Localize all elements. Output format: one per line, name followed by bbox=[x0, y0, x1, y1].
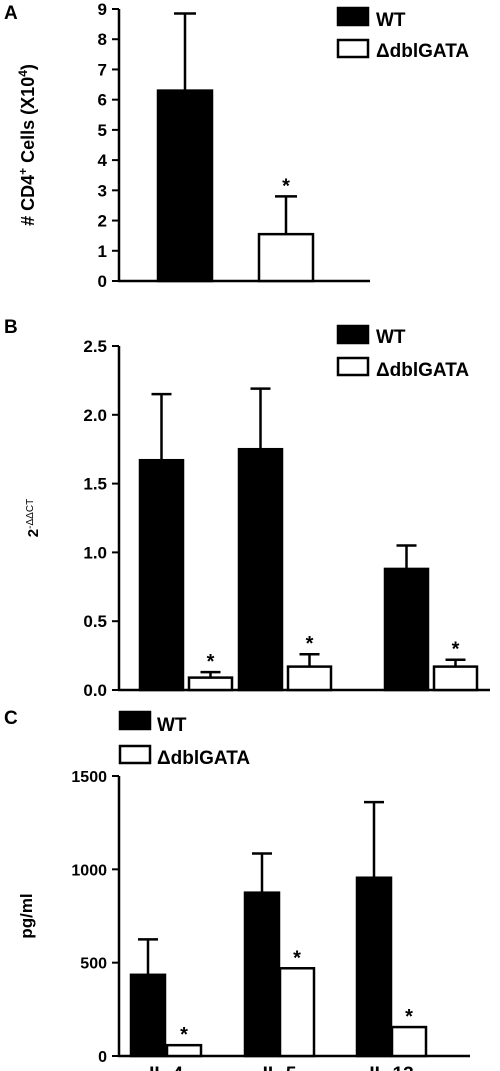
panel-a: A 0 1 2 3 4 5 6 7 8 9 # CD4+ Cells (X104) * WT ΔdblGAT… bbox=[0, 0, 500, 300]
panel-c: C 0 500 1000 1500 pg/ml * * * IL-4 IL-5 IL-13 WT Δdbl… bbox=[0, 700, 500, 1071]
y-tick-label: 1500 bbox=[71, 769, 107, 786]
legend-label-dblgata: ΔdblGATA bbox=[157, 748, 250, 769]
y-tick-label: 2 bbox=[98, 212, 107, 231]
legend-swatch-wt bbox=[336, 6, 370, 27]
y-tick-label: 1.5 bbox=[83, 475, 107, 494]
legend-label-wt: WT bbox=[376, 327, 406, 348]
bar-wt bbox=[237, 447, 284, 692]
y-tick-label: 0.0 bbox=[83, 681, 107, 700]
y-tick-label: 1000 bbox=[71, 862, 107, 879]
bar-wt bbox=[156, 89, 214, 283]
y-axis-title-part: 2 bbox=[25, 529, 42, 537]
y-axis-title-sup: -ΔΔCT bbox=[25, 499, 36, 529]
y-axis-title-part: pg/ml bbox=[17, 893, 36, 938]
legend-swatch-wt bbox=[118, 710, 152, 731]
bar-dblgata bbox=[257, 232, 315, 283]
y-axis-title-sup: + bbox=[16, 168, 30, 175]
panel-letter: B bbox=[4, 317, 18, 338]
legend-label-wt: WT bbox=[376, 10, 406, 31]
y-axis-title-part: # CD4 bbox=[18, 175, 38, 226]
y-tick-label: 2.0 bbox=[83, 406, 107, 425]
bar-dblgata bbox=[286, 665, 333, 692]
y-tick-label: 4 bbox=[98, 151, 108, 170]
chart-c: C 0 500 1000 1500 pg/ml * * * IL-4 IL-5 IL-13 WT Δdbl… bbox=[4, 708, 470, 1071]
panel-letter: A bbox=[4, 3, 18, 24]
legend-swatch-dblgata bbox=[336, 356, 370, 377]
significance-marker: * bbox=[405, 1006, 413, 1028]
y-tick-label: 6 bbox=[98, 91, 107, 110]
y-axis-title: pg/ml bbox=[17, 893, 36, 938]
x-category-label: IL-4 bbox=[149, 1064, 183, 1071]
y-tick-label: 5 bbox=[98, 121, 107, 140]
y-tick-label: 7 bbox=[98, 60, 107, 79]
bar-dblgata bbox=[278, 967, 316, 1058]
significance-marker: * bbox=[207, 651, 215, 673]
bar-dblgata bbox=[165, 1043, 203, 1058]
bar-wt bbox=[355, 876, 393, 1058]
panel-b: B0.00.51.01.52.02.52-ΔΔCT***IL4IL13IFNγW… bbox=[0, 300, 500, 700]
y-axis-title: # CD4+ Cells (X104) bbox=[16, 64, 38, 226]
significance-marker: * bbox=[293, 947, 301, 969]
y-axis-title: 2-ΔΔCT bbox=[25, 499, 43, 537]
significance-marker: * bbox=[452, 639, 460, 661]
bar-wt bbox=[383, 567, 430, 692]
bar-wt bbox=[243, 891, 281, 1058]
y-tick-label: 3 bbox=[98, 181, 107, 200]
bar-dblgata bbox=[432, 665, 479, 692]
y-axis-title-part: Cells (X10 bbox=[18, 77, 38, 168]
y-tick-label: 9 bbox=[98, 0, 107, 19]
bar-dblgata bbox=[390, 1025, 428, 1058]
significance-marker: * bbox=[180, 1024, 188, 1046]
bar-wt bbox=[129, 973, 167, 1058]
legend-swatch-dblgata bbox=[336, 38, 370, 59]
chart-b: B0.00.51.01.52.02.52-ΔΔCT***IL4IL13IFNγW… bbox=[4, 317, 490, 700]
y-axis-title-sup: 4 bbox=[16, 70, 30, 77]
y-tick-label: 1 bbox=[98, 242, 107, 261]
y-axis-title-part: ) bbox=[18, 64, 38, 70]
y-tick-label: 500 bbox=[80, 956, 107, 973]
y-tick-label: 1.0 bbox=[83, 543, 107, 562]
x-category-label: IL-13 bbox=[369, 1064, 413, 1071]
panel-letter: C bbox=[4, 708, 18, 729]
y-tick-label: 0 bbox=[98, 1049, 107, 1066]
x-category-label: IL-5 bbox=[263, 1064, 297, 1071]
legend-label-wt: WT bbox=[157, 715, 187, 736]
significance-marker: * bbox=[306, 633, 314, 655]
legend-label-dblgata: ΔdblGATA bbox=[376, 41, 469, 62]
y-tick-label: 2.5 bbox=[83, 337, 107, 356]
y-tick-label: 8 bbox=[98, 30, 107, 49]
significance-marker: * bbox=[282, 175, 290, 197]
bar-dblgata bbox=[187, 676, 234, 692]
legend-label-dblgata: ΔdblGATA bbox=[376, 360, 469, 381]
y-tick-label: 0.5 bbox=[83, 612, 107, 631]
legend-swatch-wt bbox=[336, 324, 370, 345]
bar-wt bbox=[138, 458, 185, 692]
y-tick-label: 0 bbox=[98, 272, 107, 291]
legend-swatch-dblgata bbox=[118, 744, 152, 765]
